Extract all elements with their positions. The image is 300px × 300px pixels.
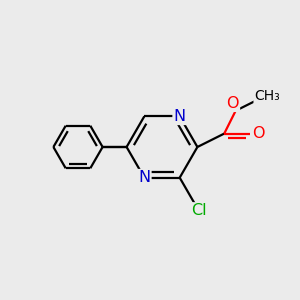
Text: N: N <box>174 109 186 124</box>
Text: CH₃: CH₃ <box>255 89 280 103</box>
Text: N: N <box>138 170 150 185</box>
Text: O: O <box>252 126 264 141</box>
Text: O: O <box>226 96 239 111</box>
Text: Cl: Cl <box>191 203 207 218</box>
